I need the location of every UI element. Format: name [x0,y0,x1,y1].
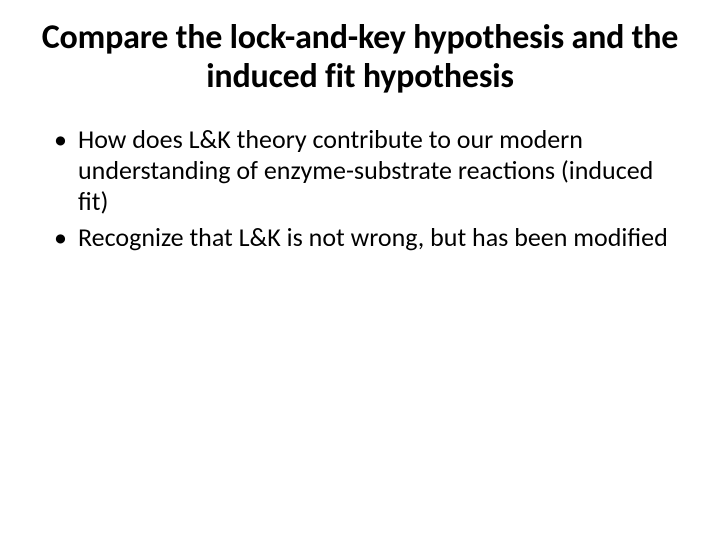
list-item: Recognize that L&K is not wrong, but has… [50,222,680,253]
bullet-text: How does L&K theory contribute to our mo… [78,123,653,216]
slide-title: Compare the lock-and-key hypothesis and … [40,18,680,96]
bullet-list: How does L&K theory contribute to our mo… [50,124,680,253]
bullet-text: Recognize that L&K is not wrong, but has… [78,221,668,253]
slide: Compare the lock-and-key hypothesis and … [0,0,720,540]
list-item: How does L&K theory contribute to our mo… [50,124,680,216]
slide-body: How does L&K theory contribute to our mo… [40,124,680,253]
